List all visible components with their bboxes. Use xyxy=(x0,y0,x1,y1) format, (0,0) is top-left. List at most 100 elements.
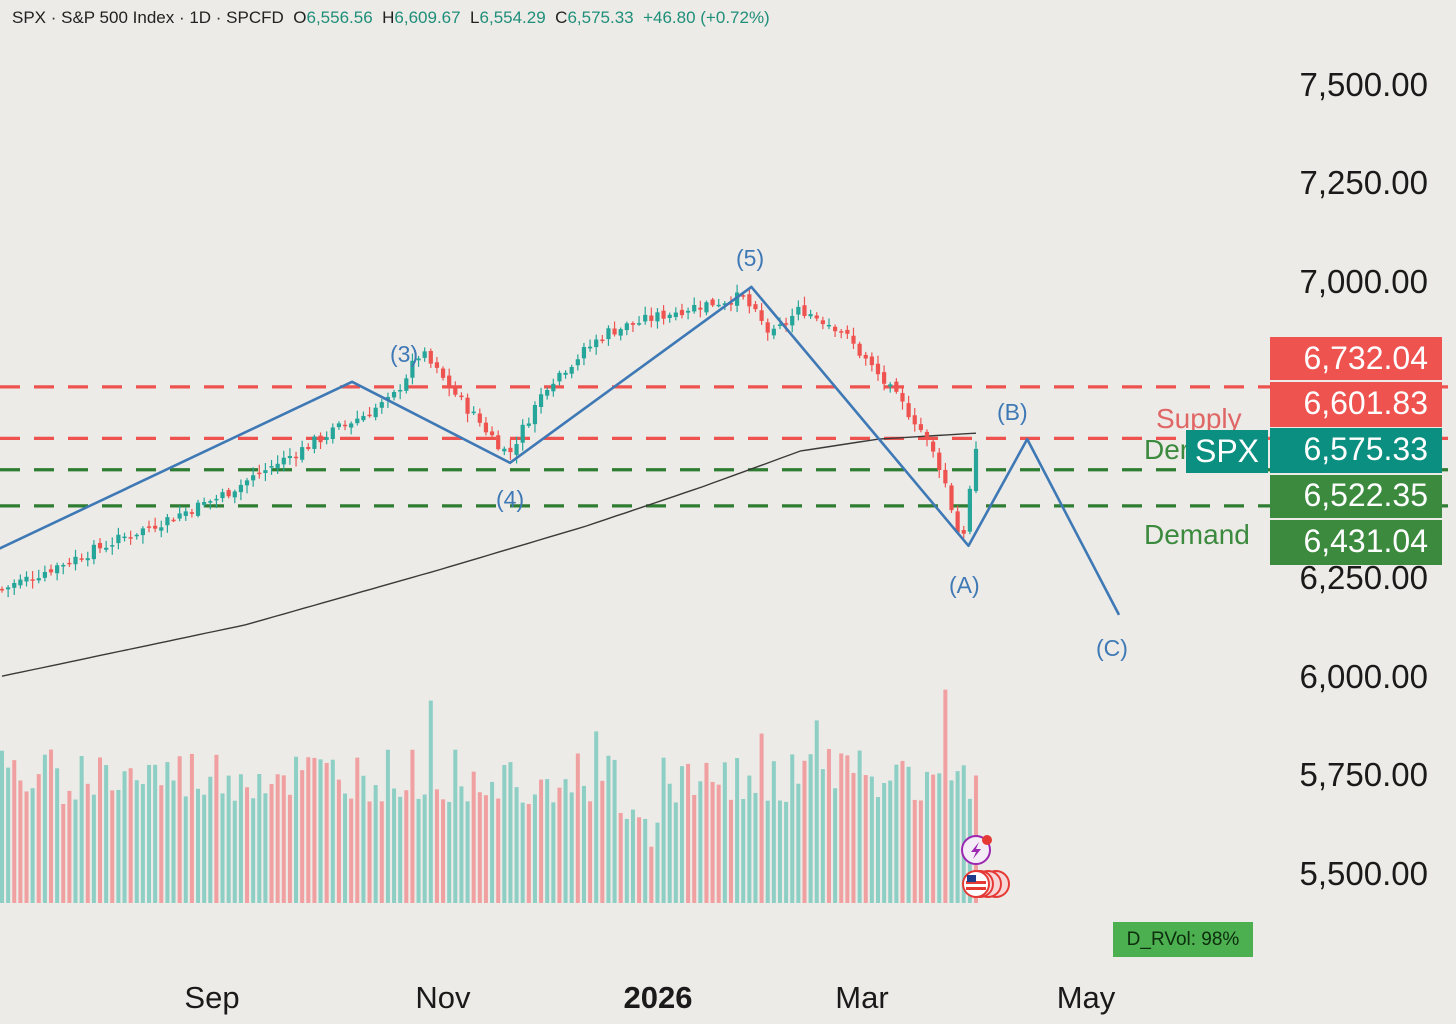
volume-bar xyxy=(465,801,470,903)
candle-body xyxy=(110,545,115,547)
wave-label-5: (5) xyxy=(736,245,764,271)
volume-bar xyxy=(447,801,452,903)
price-tag-current-bg xyxy=(1270,428,1442,473)
candle-body xyxy=(483,422,489,433)
volume-bar xyxy=(796,783,801,903)
volume-bar xyxy=(189,753,194,903)
volume-bar xyxy=(483,795,488,903)
candle-body xyxy=(692,304,697,312)
wave-label-b: (B) xyxy=(997,399,1028,425)
volume-bar xyxy=(379,801,384,903)
candle-body xyxy=(55,565,60,574)
volume-bar xyxy=(165,762,170,903)
volume-bar xyxy=(171,780,176,903)
price-tag-6522-bg xyxy=(1270,475,1442,518)
volume-bar xyxy=(385,749,390,903)
candle-body xyxy=(538,394,544,407)
volume-bar xyxy=(220,793,225,903)
candles xyxy=(0,284,979,598)
candle-body xyxy=(342,424,348,427)
volume-bar xyxy=(428,700,433,903)
volume-bar xyxy=(312,757,317,903)
volume-bar xyxy=(624,818,629,903)
volume-bar xyxy=(404,790,409,903)
candle-body xyxy=(606,328,611,340)
candle-body xyxy=(447,375,452,389)
volume-bar xyxy=(679,766,684,903)
candle-body xyxy=(318,435,323,443)
y-tick-5500: 5,500.00 xyxy=(1300,855,1428,892)
volume-bar xyxy=(655,822,660,903)
volume-bar xyxy=(741,798,746,903)
volume-bar xyxy=(839,753,844,903)
volume-bar xyxy=(208,776,213,903)
volume-bar xyxy=(300,770,305,903)
volume-bar xyxy=(330,759,335,903)
volume-bar xyxy=(140,784,145,903)
candle-body xyxy=(453,386,458,395)
volume-bar xyxy=(110,790,115,903)
candle-body xyxy=(324,437,329,440)
candle-body xyxy=(759,310,764,321)
candle-body xyxy=(557,372,562,382)
volume-bar xyxy=(269,784,274,903)
d-rvol-badge[interactable]: D_RVol: 98% xyxy=(1113,922,1253,957)
candle-body xyxy=(336,423,342,428)
volume-bar xyxy=(24,791,29,903)
volume-bar xyxy=(759,733,764,903)
candle-body xyxy=(575,359,580,366)
volume-bar xyxy=(73,799,78,903)
candle-body xyxy=(177,513,182,519)
candle-body xyxy=(410,360,415,378)
candle-body xyxy=(48,569,54,573)
volume-bar xyxy=(202,794,207,903)
candle-body xyxy=(116,534,121,544)
volume-bar xyxy=(918,800,923,903)
volume-bar xyxy=(581,785,586,903)
volume-bar xyxy=(869,776,874,903)
candle-body xyxy=(649,315,654,321)
high-label: H xyxy=(382,8,395,27)
volume-bar xyxy=(490,781,495,903)
volume-bar xyxy=(833,788,838,903)
candle-body xyxy=(122,536,127,539)
candle-body xyxy=(551,383,556,392)
volume-bar xyxy=(931,774,936,903)
candle-body xyxy=(202,502,207,505)
y-tick-6250: 6,250.00 xyxy=(1300,559,1428,596)
us-flag-icon[interactable] xyxy=(962,870,1010,898)
candle-body xyxy=(679,309,685,316)
candle-body xyxy=(183,511,188,516)
volume-bar xyxy=(116,789,121,903)
lightning-icon[interactable] xyxy=(961,835,992,865)
volume-bar xyxy=(441,799,446,903)
x-axis: Sep Nov 2026 Mar May xyxy=(184,980,1115,1015)
candle-body xyxy=(171,519,176,522)
volume-bar xyxy=(392,788,397,903)
volume-bar xyxy=(196,788,201,903)
price-tag-6522: 6,522.35 xyxy=(1303,477,1428,513)
candle-body xyxy=(937,452,942,471)
candle-body xyxy=(226,490,231,497)
change-value: +46.80 (+0.72%) xyxy=(643,8,770,27)
volume-bar xyxy=(612,759,617,903)
volume-bar xyxy=(618,812,623,903)
volume-bar xyxy=(661,757,666,903)
volume-bar xyxy=(704,762,709,903)
x-tick-sep: Sep xyxy=(184,980,239,1015)
candle-body xyxy=(373,407,378,418)
candle-body xyxy=(961,530,966,534)
candle-body xyxy=(520,424,525,443)
volume-bar xyxy=(257,773,262,903)
candle-body xyxy=(6,587,11,590)
candle-body xyxy=(514,444,519,455)
volume-bar xyxy=(814,720,819,903)
candle-body xyxy=(563,372,568,375)
price-tag-6601: 6,601.83 xyxy=(1303,385,1428,421)
volume-bar xyxy=(318,759,323,903)
volume-bar xyxy=(12,760,17,903)
candle-body xyxy=(924,431,930,439)
candle-body xyxy=(428,350,433,364)
volume-bar xyxy=(673,802,678,903)
